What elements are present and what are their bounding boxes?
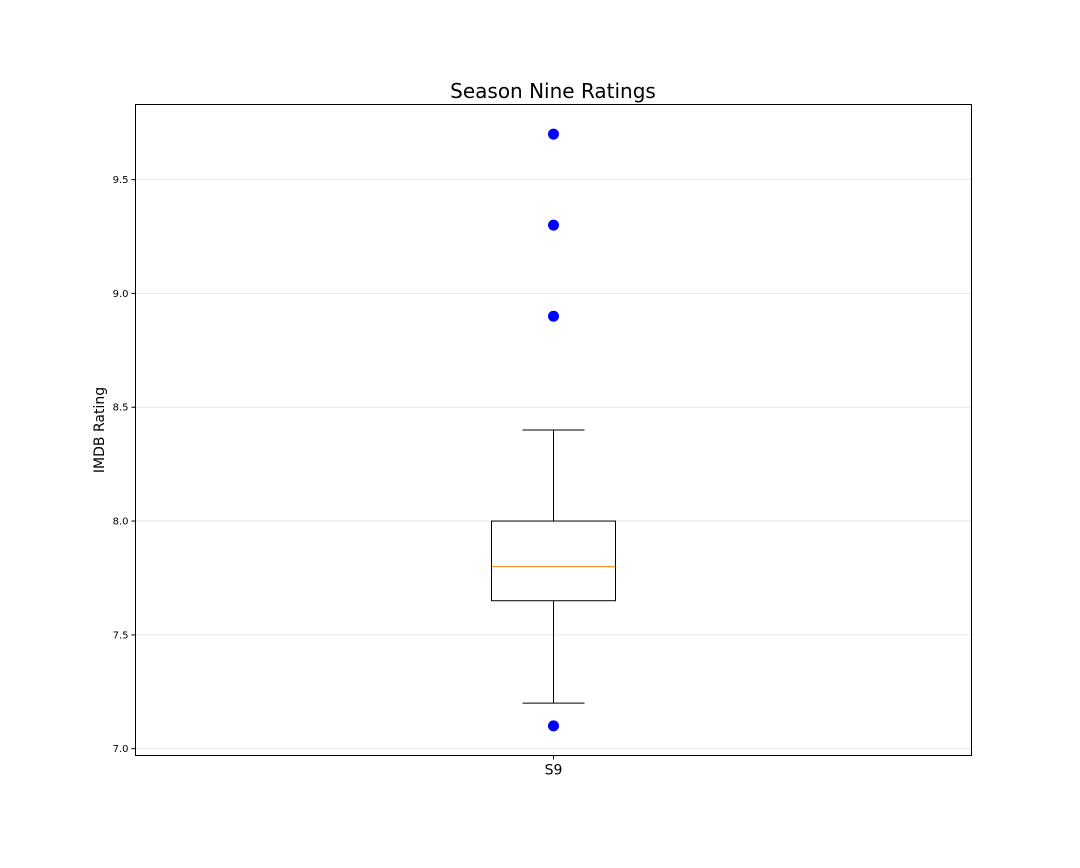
y-tick-label: 7.5 (113, 630, 129, 641)
y-axis-ticks: 7.0 7.5 8.0 8.5 9.0 9.5 (113, 175, 136, 755)
outlier-point (548, 310, 559, 322)
y-tick-label: 7.0 (113, 744, 129, 755)
y-tick-label: 8.0 (113, 517, 129, 528)
y-axis-label: IMDB Rating (92, 387, 108, 473)
y-tick-label: 8.5 (113, 403, 129, 414)
y-tick-label: 9.0 (113, 289, 129, 300)
plot-frame (135, 104, 972, 756)
chart-title: Season Nine Ratings (450, 79, 656, 103)
outlier-point (548, 720, 559, 732)
x-axis-ticks: S9 (545, 755, 563, 779)
plot-area (491, 128, 616, 732)
outlier-point (548, 128, 559, 140)
iqr-box (491, 520, 616, 602)
x-tick-label: S9 (545, 763, 563, 779)
outlier-point (548, 219, 559, 231)
y-tick-label: 9.5 (113, 175, 129, 186)
